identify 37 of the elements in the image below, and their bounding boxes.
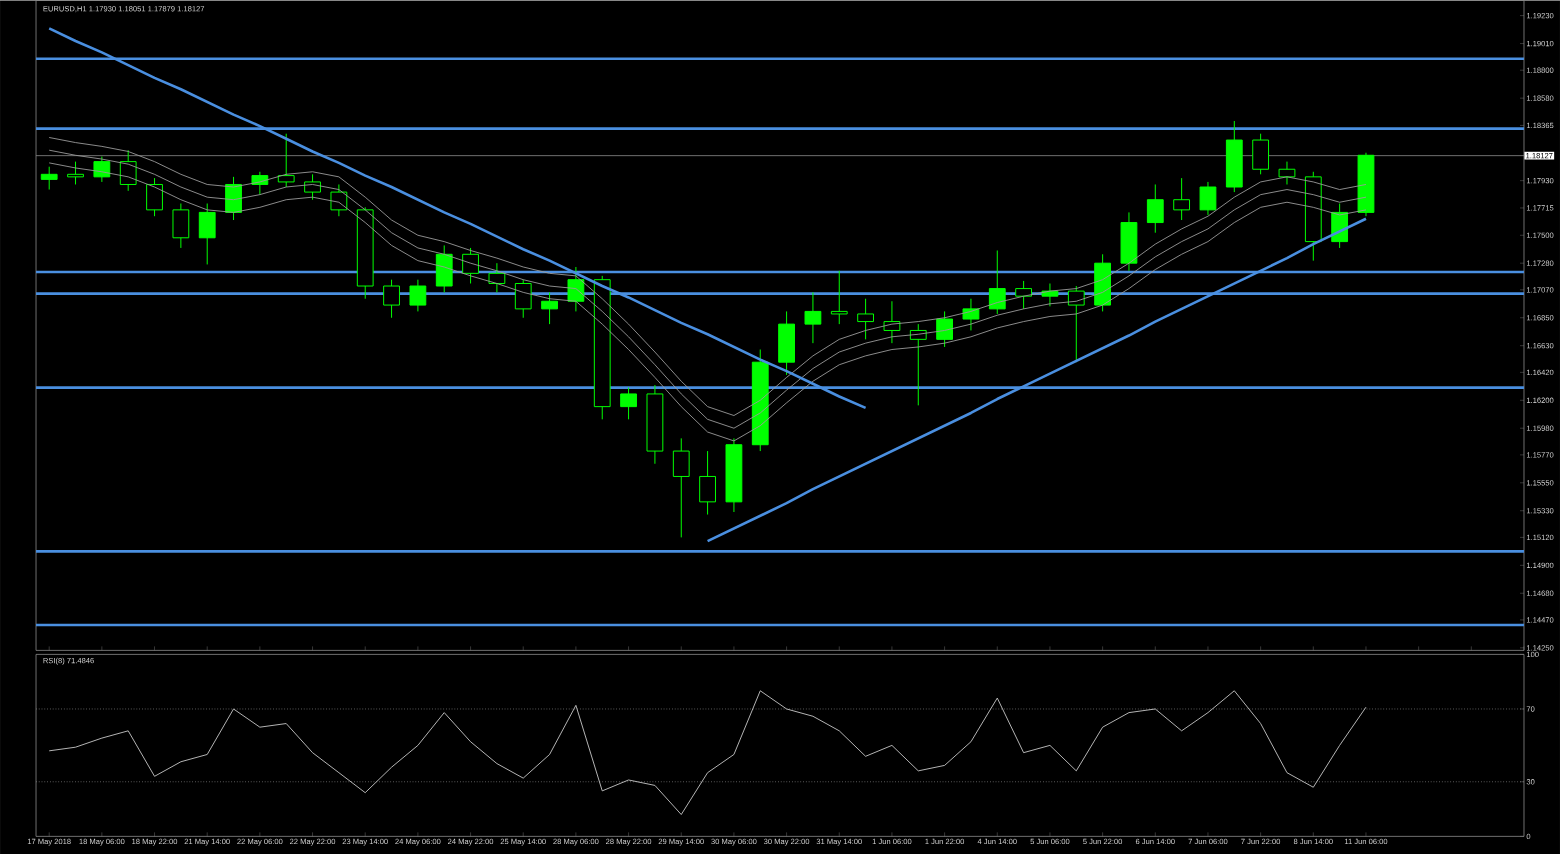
candlestick (541, 291, 558, 325)
candlestick (1199, 181, 1217, 216)
candlestick (409, 278, 427, 312)
candlestick (1120, 211, 1138, 272)
candlestick (514, 278, 532, 319)
candlestick (40, 166, 58, 190)
candlestick (93, 155, 111, 183)
candlestick (198, 202, 216, 265)
candlestick (567, 266, 585, 312)
candlestick (1225, 120, 1243, 193)
candlestick (1278, 160, 1296, 185)
candlestick (1067, 285, 1085, 363)
candlestick (699, 450, 716, 515)
candlestick (462, 247, 479, 284)
candlestick (857, 298, 874, 340)
candlestick (277, 133, 295, 188)
candlestick (620, 386, 637, 420)
candlestick (672, 437, 690, 538)
candlestick (383, 278, 400, 319)
candlestick (830, 270, 848, 325)
candlestick (804, 291, 822, 344)
candlestick (1015, 280, 1033, 310)
candlestick (1173, 177, 1191, 221)
candlestick (936, 310, 954, 348)
candlestick (146, 177, 163, 217)
candlestick (488, 262, 506, 293)
candlestick (330, 183, 348, 217)
candlestick (172, 202, 190, 249)
candlestick (435, 244, 453, 293)
candlestick (1146, 183, 1164, 234)
candlestick (988, 249, 1006, 315)
candlestick (778, 310, 795, 376)
candlestick (1252, 133, 1270, 175)
line-series (48, 690, 1367, 815)
candlestick (1094, 253, 1112, 312)
candlestick (909, 323, 927, 406)
candlestick (67, 160, 84, 185)
